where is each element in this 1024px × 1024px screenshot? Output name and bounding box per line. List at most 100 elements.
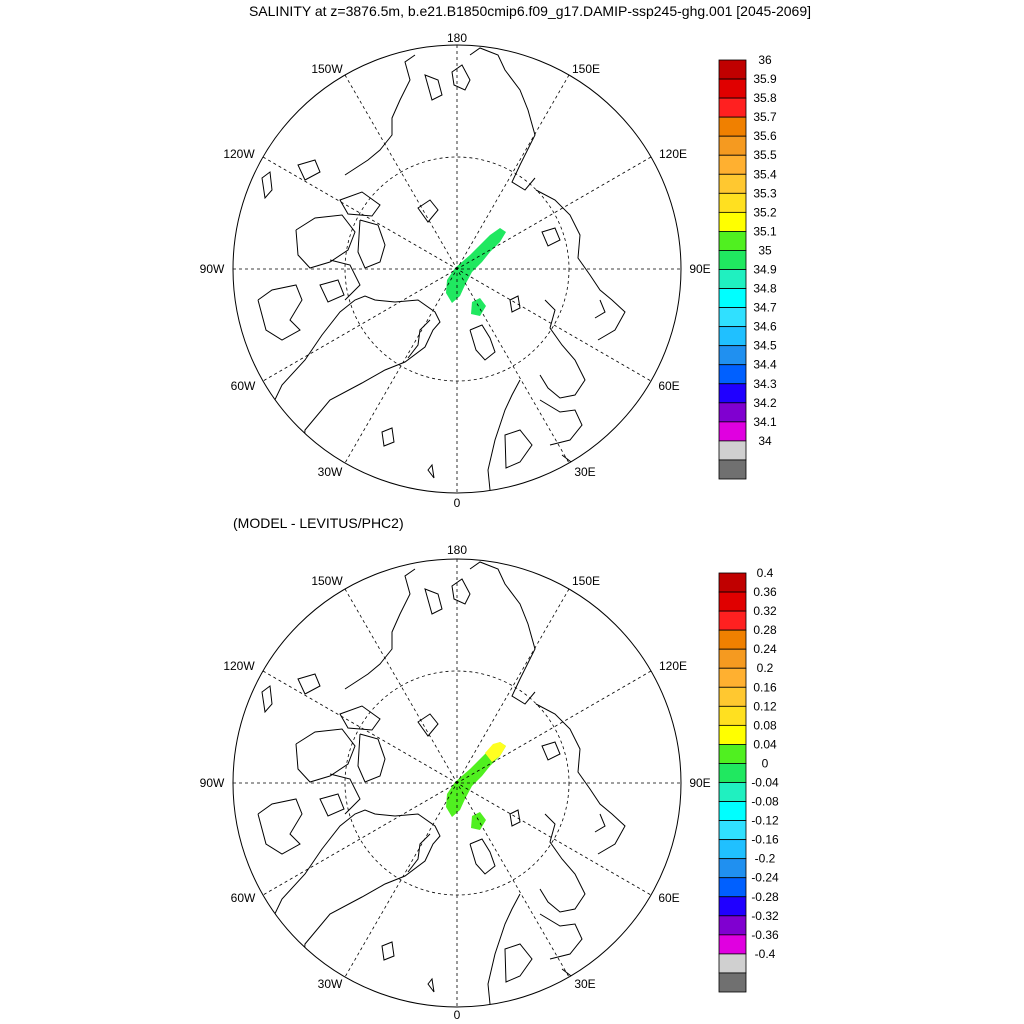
colorbar-label: 34.3 xyxy=(753,377,777,391)
colorbar-label: 0.24 xyxy=(753,642,777,656)
colorbar-label: -0.36 xyxy=(751,928,779,942)
lon-label-120e: 120E xyxy=(659,147,687,161)
colorbar-label: -0.12 xyxy=(751,814,779,828)
difference-colorbar: 0.4 0.36 0.32 0.28 0.24 0.2 0.16 0.12 0.08 0.04 0 -… xyxy=(718,566,779,993)
colorbar-label: -0.4 xyxy=(755,947,776,961)
colorbar-label: 35.5 xyxy=(753,148,777,162)
salinity-map-panel: 180 150E 120E 90E 60E 30E 0 30W 60W 90W … xyxy=(200,31,777,510)
lon-label-30e: 30E xyxy=(574,977,595,991)
lon-label-0: 0 xyxy=(454,1008,461,1022)
colorbar-box xyxy=(718,610,747,631)
colorbar-label: 34.7 xyxy=(753,301,777,315)
colorbar-box xyxy=(718,858,747,879)
colorbar-box xyxy=(718,364,747,385)
colorbar-box xyxy=(718,705,747,726)
lon-label-120w: 120W xyxy=(223,659,255,673)
colorbar-box xyxy=(718,135,747,156)
colorbar-label: 0.04 xyxy=(753,737,777,751)
lon-label-30w: 30W xyxy=(318,465,343,479)
map-boundary xyxy=(232,44,682,494)
colorbar-box xyxy=(718,421,747,442)
lon-label-90e: 90E xyxy=(689,776,710,790)
lon-label-30w: 30W xyxy=(318,977,343,991)
difference-map-panel: 180 150E 120E 90E 60E 30E 0 30W 60W 90W … xyxy=(200,543,779,1022)
colorbar-box xyxy=(718,953,747,974)
colorbar-box xyxy=(718,934,747,955)
lon-label-90e: 90E xyxy=(689,262,710,276)
colorbar-box xyxy=(718,345,747,366)
colorbar-label: 0.36 xyxy=(753,585,777,599)
colorbar-box xyxy=(718,173,747,194)
colorbar-label: 34 xyxy=(758,434,772,448)
lon-label-30e: 30E xyxy=(574,465,595,479)
colorbar-label: 36 xyxy=(758,53,772,67)
lon-label-120e: 120E xyxy=(659,659,687,673)
lon-label-180: 180 xyxy=(447,543,467,557)
colorbar-box xyxy=(718,326,747,347)
coastlines xyxy=(257,561,626,1005)
colorbar-box xyxy=(718,686,747,707)
colorbar-label: -0.24 xyxy=(751,871,779,885)
colorbar-box xyxy=(718,383,747,404)
lon-label-150w: 150W xyxy=(311,62,343,76)
colorbar-box xyxy=(718,440,747,461)
lon-label-60e: 60E xyxy=(658,891,679,905)
figure-title: SALINITY at z=3876.5m, b.e21.B1850cmip6.… xyxy=(248,3,812,19)
colorbar-label: -0.04 xyxy=(751,776,779,790)
salinity-field xyxy=(446,228,506,316)
colorbar-label: 34.1 xyxy=(753,415,777,429)
colorbar-label: -0.08 xyxy=(751,795,779,809)
lon-label-60e: 60E xyxy=(658,379,679,393)
lon-label-150w: 150W xyxy=(311,574,343,588)
colorbar-label: 35.3 xyxy=(753,186,777,200)
coastlines xyxy=(257,47,626,491)
colorbar-label: 0.08 xyxy=(753,718,777,732)
colorbar-box xyxy=(718,572,747,593)
colorbar-label: 35.2 xyxy=(753,205,777,219)
graticule xyxy=(233,559,681,1007)
colorbar-box xyxy=(718,154,747,175)
colorbar-label: 35 xyxy=(758,243,772,257)
colorbar-box xyxy=(718,250,747,270)
colorbar-label: 34.4 xyxy=(753,358,777,372)
colorbar-box xyxy=(718,59,747,80)
colorbar-box xyxy=(718,307,747,328)
colorbar-label: 35.9 xyxy=(753,72,777,86)
difference-panel-subtitle: (MODEL - LEVITUS/PHC2) xyxy=(233,515,404,531)
colorbar-box xyxy=(718,648,747,669)
colorbar-label: 0.32 xyxy=(753,604,777,618)
colorbar-label: 0.4 xyxy=(757,566,774,580)
colorbar-box xyxy=(718,402,747,423)
colorbar-box xyxy=(718,667,747,688)
colorbar-label: 34.6 xyxy=(753,320,777,334)
lon-label-180: 180 xyxy=(447,31,467,45)
colorbar-label: 35.8 xyxy=(753,91,777,105)
colorbar-box xyxy=(718,231,747,251)
map-boundary xyxy=(232,558,682,1008)
colorbar-label: 34.8 xyxy=(753,282,777,296)
colorbar-box xyxy=(718,801,747,821)
lon-label-90w: 90W xyxy=(200,776,225,790)
colorbar-box xyxy=(718,192,747,213)
colorbar-box xyxy=(718,269,747,289)
colorbar-label: -0.32 xyxy=(751,909,779,923)
colorbar-box xyxy=(718,78,747,99)
lon-label-150e: 150E xyxy=(572,574,600,588)
colorbar-box xyxy=(718,211,747,232)
colorbar-label: 35.7 xyxy=(753,110,777,124)
salinity-colorbar: 36 35.9 35.8 35.7 35.6 35.5 35.4 35.3 35.2 35.1 35… xyxy=(718,53,777,480)
lon-label-150e: 150E xyxy=(572,62,600,76)
colorbar-box xyxy=(718,915,747,936)
colorbar-box xyxy=(718,97,747,118)
graticule xyxy=(233,45,681,493)
colorbar-box xyxy=(718,744,747,764)
lon-label-120w: 120W xyxy=(223,147,255,161)
colorbar-label: 35.1 xyxy=(753,224,777,238)
lon-label-90w: 90W xyxy=(200,262,225,276)
colorbar-box xyxy=(718,288,747,308)
colorbar-box xyxy=(718,591,747,612)
colorbar-label: 34.2 xyxy=(753,396,777,410)
colorbar-label: -0.2 xyxy=(755,852,776,866)
colorbar-box xyxy=(718,972,747,993)
